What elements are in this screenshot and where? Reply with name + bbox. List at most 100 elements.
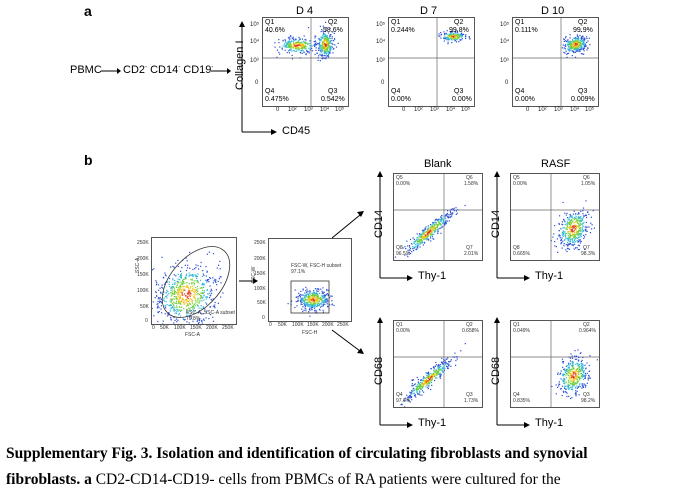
plot-a3-q2: Q2 [578, 19, 588, 26]
a2-cloud [438, 30, 471, 45]
plot-a2-q2: Q2 [454, 19, 464, 26]
flow-arrow-1 [101, 68, 121, 74]
plot-a2-q1-value: 0.244% [391, 27, 415, 34]
plot-a1-q3: Q3 [328, 88, 338, 95]
b1-q-ul: Q5 [396, 175, 403, 181]
b2-q-lr: Q7 [583, 245, 590, 251]
a3-xtick-5: 10⁵ [585, 107, 595, 113]
b3-q-lr: Q3 [466, 392, 473, 398]
gate1-value: 70.8% [186, 316, 201, 322]
a2-xtick-2: 10² [414, 107, 423, 113]
b2-q-ur: Q6 [583, 175, 590, 181]
panel-a-letter: a [84, 3, 92, 19]
b3-q-ur: Q2 [466, 322, 473, 328]
thy1-label-blank-cd68: Thy-1 [418, 417, 447, 429]
plot-a3-q1-value: 0.111% [515, 27, 538, 34]
plot-rasf-cd68: Q1 0.049% Q2 0.964% Q4 0.835% Q3 98.2% [510, 320, 600, 408]
a2-xtick-0: 0 [402, 107, 406, 113]
plot-a1-q1: Q1 [265, 19, 275, 26]
caption-line-1: Supplementary Fig. 3. Isolation and iden… [6, 445, 588, 462]
cd45-axis-label: CD45 [282, 125, 311, 137]
a1-ytick-5: 10⁵ [250, 22, 260, 28]
gate-arrows-diagonal [331, 211, 364, 354]
a3-xtick-4: 10⁴ [570, 107, 580, 113]
gate2-xtick-200k: 200K [322, 322, 334, 328]
gate1-ytick-50k: 50K [140, 304, 149, 310]
g2-cloud [287, 286, 335, 317]
b4-v-ur: 0.964% [579, 328, 596, 334]
plot-a1-title: D 4 [296, 5, 314, 17]
panel-b-letter: b [84, 152, 93, 168]
b4-cloud [551, 349, 598, 400]
column-rasf-title: RASF [541, 158, 571, 170]
collagen-axis-label: Collagen I [234, 40, 246, 90]
gate1-ytick-0: 0 [145, 318, 148, 324]
a2-ytick-3: 10³ [376, 58, 385, 64]
gate2-ytick-200k: 200K [254, 256, 266, 262]
plot-a3: Q1 0.111% Q2 99.9% Q3 0.009% Q4 0.00% [512, 17, 599, 107]
plot-a2-q2-value: 99.8% [449, 27, 469, 34]
plot-rasf-cd14: Q5 0.00% Q6 1.05% Q8 0.665% Q7 98.3% [510, 173, 600, 261]
axis-arrows-a [239, 21, 277, 135]
b2-v-lr: 98.3% [581, 251, 596, 257]
b1-q-ll: Q8 [396, 245, 403, 251]
pbmc-label: PBMC [70, 64, 102, 76]
a1-ytick-4: 10⁴ [250, 39, 260, 45]
gate1-xlabel: FSC-A [185, 332, 200, 338]
b4-q-ll: Q4 [513, 392, 520, 398]
b3-v-lr: 1.73% [464, 398, 479, 404]
gate2-ytick-50k: 50K [257, 300, 266, 306]
b2-q-ll: Q8 [513, 245, 520, 251]
a3-ytick-4: 10⁴ [500, 39, 510, 45]
plot-a3-q2-value: 99.9% [573, 27, 593, 34]
thy1-label-rasf-cd68: Thy-1 [535, 417, 564, 429]
gate2-ytick-150k: 150K [254, 271, 266, 277]
b2-v-ur: 1.05% [581, 181, 596, 187]
b3-q-ll: Q4 [396, 392, 403, 398]
a1-xtick-0: 0 [276, 107, 280, 113]
gate1-ytick-200k: 200K [137, 256, 149, 262]
a2-ytick-4: 10⁴ [376, 39, 386, 45]
plot-a1-q4-value: 0.475% [265, 96, 289, 103]
plot-a2-q3-value: 0.00% [452, 96, 472, 103]
gate2-xtick-0: 0 [269, 322, 272, 328]
b1-v-ur: 1.58% [464, 181, 479, 187]
b2-cloud [550, 200, 595, 253]
gate2-xtick-50k: 50K [278, 322, 287, 328]
gate1-ytick-250k: 250K [137, 240, 149, 246]
gate1-name: FSC-A, SSC-A subset [186, 310, 235, 316]
plot-a3-q4-value: 0.00% [515, 96, 535, 103]
b1-v-ll: 96.5% [396, 251, 411, 257]
plot-a2: Q1 0.244% Q2 99.8% Q3 0.00% Q4 0.00% [388, 17, 475, 107]
a1-cloud-left [269, 31, 338, 60]
a2-xtick-3: 10³ [430, 107, 439, 113]
plot-a3-q3-value: 0.009% [571, 96, 595, 103]
plot-a1: Q1 40.6% Q2 58.6% Q3 0.542% Q4 0.475% [262, 17, 349, 107]
b4-v-ul: 0.049% [513, 328, 530, 334]
plot-a2-q1: Q1 [391, 19, 401, 26]
gate1-xtick-150k: 150K [190, 325, 202, 331]
a3-cloud [561, 31, 591, 58]
thy1-label-rasf-cd14: Thy-1 [535, 270, 564, 282]
plot-a3-q4: Q4 [515, 88, 525, 95]
plot-a2-q4: Q4 [391, 88, 401, 95]
plot-a3-q1: Q1 [515, 19, 525, 26]
gate1-xtick-250k: 250K [222, 325, 234, 331]
gate1-ytick-100k: 100K [137, 288, 149, 294]
plot-a1-q1-value: 40.6% [265, 27, 285, 34]
b4-v-ll: 0.835% [513, 398, 530, 404]
gate1-ytick-150k: 150K [137, 272, 149, 278]
gate1-xtick-50k: 50K [160, 325, 169, 331]
a3-ytick-3: 10³ [500, 58, 509, 64]
b1-q-ur: Q6 [466, 175, 473, 181]
a2-ytick-0: 0 [381, 80, 385, 86]
b1-cloud [394, 204, 466, 258]
b3-v-ur: 0.658% [462, 328, 479, 334]
a1-ytick-3: 10³ [250, 58, 259, 64]
gate1-xtick-200k: 200K [206, 325, 218, 331]
g1-gate-ellipse [161, 246, 231, 318]
a2-xtick-4: 10⁴ [446, 107, 456, 113]
gate2-value: 97.1% [291, 269, 306, 275]
plot-a2-q4-value: 0.00% [391, 96, 411, 103]
b1-v-ul: 0.00% [396, 181, 411, 187]
